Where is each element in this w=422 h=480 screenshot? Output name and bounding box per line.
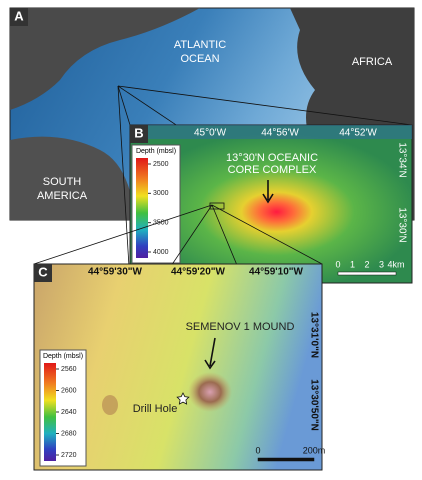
latitude-label: 13°30'N	[396, 207, 407, 242]
panel-label-bg	[10, 8, 28, 26]
colorbar-tick-label: 2720	[61, 452, 77, 459]
panel-b: B 45°0'W 44°56'W 44°52'W 13°34'N 13°30'N…	[33, 124, 413, 471]
feature-label: 13°30'N OCEANIC CORE COMPLEX	[226, 152, 318, 176]
colorbar-tick-label: 4000	[153, 249, 169, 256]
colorbar-tick-label: 2500	[153, 161, 169, 168]
colorbar-tick-label: 2560	[61, 366, 77, 373]
region-label: SOUTH AMERICA	[37, 176, 88, 202]
panel-label: B	[134, 125, 143, 140]
scale-label: 4km	[387, 259, 404, 269]
longitude-label: 44°59'30"W	[88, 267, 142, 278]
colorbar-tick-label: 3500	[153, 220, 169, 227]
longitude-label: 44°59'20"W	[171, 267, 225, 278]
longitude-label: 45°0'W	[194, 128, 227, 139]
colorbar	[44, 363, 56, 461]
latitude-label: 13°31'0"N	[308, 312, 319, 358]
relief	[102, 395, 118, 415]
latitude-label: 13°30'50"N	[308, 379, 319, 431]
scale-label: 3	[379, 259, 384, 269]
scale-label: 0	[255, 445, 260, 455]
scale-label: 200m	[303, 445, 326, 455]
panel-label-bg	[130, 125, 148, 143]
panel-label-bg	[34, 264, 52, 282]
panel-label: A	[14, 8, 24, 23]
feature-label: SEMENOV 1 MOUND	[186, 321, 295, 333]
colorbar	[136, 158, 148, 258]
mound	[188, 372, 232, 412]
region-label: ATLANTIC OCEAN	[174, 39, 226, 65]
scale-bar-rule	[257, 457, 315, 462]
land-north-america	[10, 8, 200, 110]
panel-c: C 44°59'30"W 44°59'20"W 44°59'10"W 13°31…	[33, 263, 326, 471]
panel-label: C	[38, 264, 48, 279]
colorbar-tick-label: 2600	[61, 387, 77, 394]
scale-bar: 0 1 2 3 4km	[335, 259, 405, 276]
latitude-label: 13°34'N	[396, 142, 407, 177]
colorbar-title: Depth (mbsl)	[136, 148, 176, 155]
land-south-america	[10, 136, 135, 220]
longitude-label: 44°52'W	[339, 128, 377, 139]
drill-site	[176, 392, 190, 405]
region-label: AFRICA	[352, 56, 393, 68]
scale-label: 0	[335, 259, 340, 269]
scale-bar-rule	[337, 271, 397, 276]
site-label: Drill Hole	[133, 403, 178, 415]
colorbar-tick-label: 2640	[61, 409, 77, 416]
map-strip	[130, 125, 412, 139]
arrow	[262, 180, 274, 204]
colorbar-tick-label: 2680	[61, 430, 77, 437]
scale-label: 2	[364, 259, 369, 269]
scale-bar: 0 200m	[255, 445, 326, 462]
longitude-label: 44°56'W	[261, 128, 299, 139]
colorbar-tick-label: 3000	[153, 190, 169, 197]
longitude-label: 44°59'10"W	[249, 267, 303, 278]
arrow	[204, 337, 216, 370]
colorbar-title: Depth (mbsl)	[43, 353, 83, 360]
scale-label: 1	[350, 259, 355, 269]
